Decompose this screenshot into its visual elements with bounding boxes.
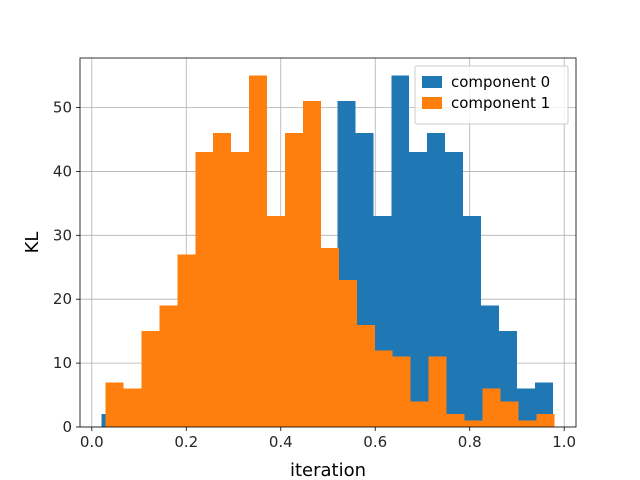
- y-tick-label: 10: [53, 354, 72, 372]
- histogram-bar: [177, 254, 196, 427]
- histogram-bar: [410, 401, 429, 427]
- y-tick-label: 40: [53, 162, 72, 180]
- x-tick-label: 0.8: [458, 433, 482, 451]
- histogram-bar: [391, 75, 410, 428]
- histogram-bar: [392, 356, 411, 427]
- histogram-bar: [536, 414, 555, 427]
- histogram-bar: [213, 133, 232, 427]
- x-tick-label: 0.2: [174, 433, 198, 451]
- x-axis-label: iteration: [290, 460, 366, 480]
- x-tick-label: 0.4: [269, 433, 293, 451]
- histogram-bar: [427, 133, 446, 427]
- histogram-bar: [320, 248, 339, 427]
- histogram-bar: [101, 414, 106, 427]
- y-tick-label: 50: [53, 99, 72, 117]
- legend-swatch: [422, 76, 442, 88]
- histogram-bar: [231, 152, 250, 427]
- legend-label: component 0: [451, 73, 550, 91]
- histogram-bar: [302, 101, 321, 427]
- x-tick-label: 0.6: [363, 433, 387, 451]
- histogram-bar: [285, 133, 303, 427]
- y-tick-label: 0: [62, 418, 72, 436]
- histogram-bar: [516, 388, 535, 427]
- y-axis: 0 10 20 30 40 50: [53, 99, 80, 436]
- legend-label: component 1: [451, 94, 550, 112]
- histogram-bar: [267, 216, 286, 427]
- legend: component 0 component 1: [414, 65, 569, 125]
- histogram-bar: [105, 382, 124, 427]
- x-tick-label: 0.0: [80, 433, 104, 451]
- series-1-bars: [105, 75, 555, 428]
- histogram-bar: [123, 388, 142, 427]
- histogram-bar: [428, 356, 447, 427]
- histogram-bar: [446, 414, 465, 427]
- histogram-bar: [159, 305, 178, 427]
- histogram-bar: [141, 331, 160, 427]
- histogram-bar: [445, 152, 464, 427]
- legend-swatch: [422, 97, 442, 109]
- y-tick-label: 30: [53, 226, 72, 244]
- y-tick-label: 20: [53, 290, 72, 308]
- x-axis: 0.0 0.2 0.4 0.6 0.8 1.0: [80, 427, 576, 451]
- histogram-bar: [356, 324, 375, 427]
- histogram-bar: [374, 350, 393, 427]
- y-axis-label: KL: [22, 232, 43, 254]
- plot-frame: [79, 57, 577, 428]
- histogram-bar: [464, 420, 483, 427]
- histogram-bars: [101, 75, 555, 428]
- histogram-bar: [463, 216, 482, 427]
- histogram-bar: [409, 152, 428, 427]
- histogram-bar: [482, 388, 501, 427]
- histogram-bar: [249, 75, 268, 428]
- histogram-bar: [500, 401, 519, 427]
- histogram-bar: [338, 280, 357, 427]
- histogram-bar: [518, 420, 537, 427]
- legend-box: [414, 65, 569, 125]
- histogram-bar: [195, 152, 214, 427]
- x-tick-label: 1.0: [552, 433, 576, 451]
